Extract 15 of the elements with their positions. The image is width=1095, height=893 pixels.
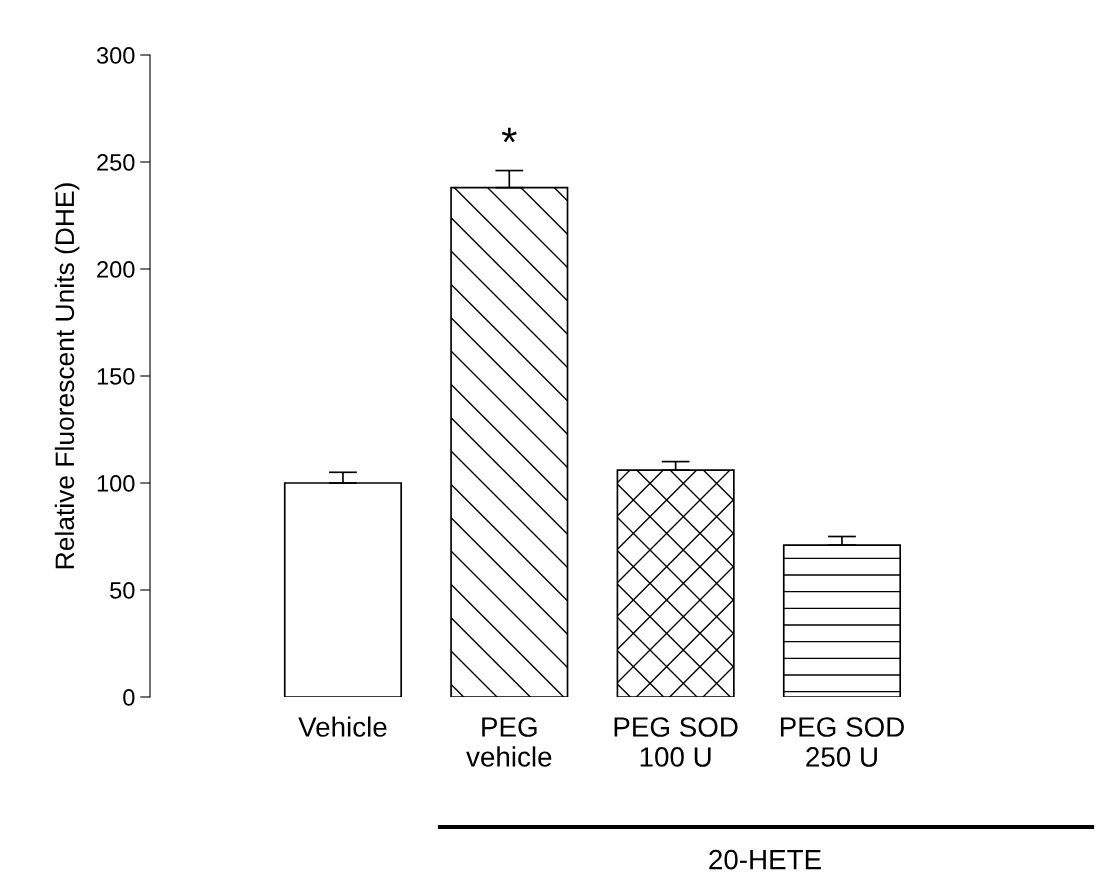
y-tick-label: 0 — [123, 689, 135, 706]
y-axis-title: Relative Fluorescent Units (DHE) — [54, 183, 80, 569]
x-tick-label: PEG SOD 100 U — [614, 717, 738, 767]
y-tick-label: 300 — [96, 47, 135, 64]
annotation: * — [501, 127, 517, 143]
x-tick-label: PEG SOD 250 U — [780, 717, 904, 767]
y-tick-label: 150 — [97, 368, 135, 385]
x-tick-label: PEG vehicle — [466, 717, 552, 767]
x-tick-label: Vehicle — [298, 716, 387, 737]
y-tick-label: 250 — [97, 154, 135, 171]
text: 20-HETE — [709, 849, 821, 870]
y-tick-label: 200 — [97, 261, 135, 278]
y-tick-label: 50 — [110, 582, 135, 599]
y-tick-label: 100 — [97, 475, 135, 492]
bar — [283, 482, 403, 697]
